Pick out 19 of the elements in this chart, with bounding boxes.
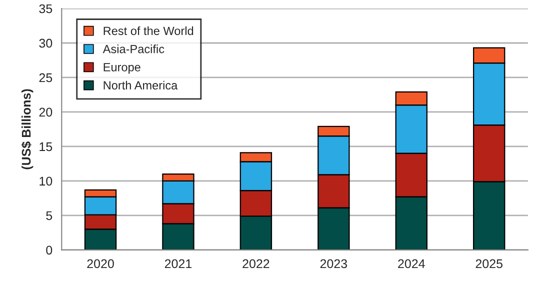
y-tick-label: 5 [46,211,52,220]
x-tick-label: 2023 [320,259,348,268]
y-axis-title: (US$ Billions) [21,89,34,170]
y-tick-label: 20 [39,108,52,117]
x-tick-label: 2020 [87,259,114,268]
y-tick-label: 10 [40,176,52,186]
y-tick-label: 0 [46,246,52,255]
x-tick-label: 2025 [476,259,502,268]
y-tick-label: 35 [39,4,52,14]
y-tick-label: 30 [39,38,52,48]
y-tick-label: 15 [40,142,52,152]
legend-label: Rest of the World [104,26,194,36]
x-tick-label: 2022 [242,259,270,268]
legend-label: North America [104,80,178,90]
x-tick-label: 2021 [164,259,192,268]
x-tick-label: 2024 [398,259,425,268]
legend-label: Europe [104,63,140,74]
legend-label: Asia-Pacific [102,44,164,54]
y-tick-label: 25 [39,73,52,82]
